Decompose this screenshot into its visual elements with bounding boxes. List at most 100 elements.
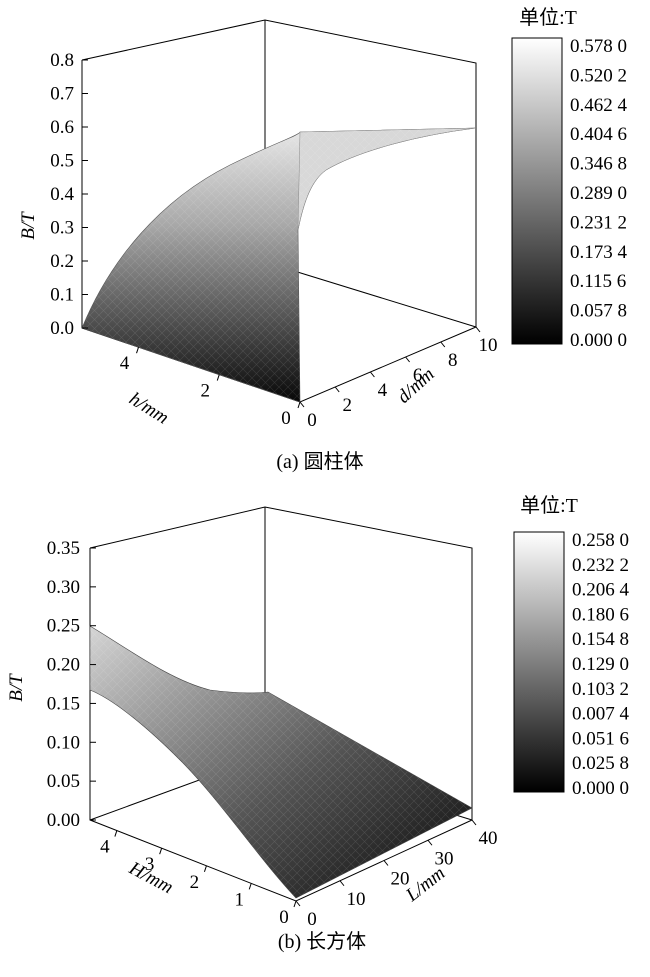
x-ticks-a: 0 2 4 (120, 347, 301, 429)
colorbar-tick-label: 0.289 0 (570, 183, 627, 204)
x-tick-mark (136, 347, 139, 354)
colorbar-tick-label: 0.404 6 (570, 124, 627, 145)
colorbar-tick-label: 0.103 2 (572, 679, 629, 700)
x-tick-mark (297, 401, 301, 409)
z-tick-label: 0.7 (50, 84, 74, 105)
colorbar-tick-label: 0.115 6 (570, 271, 626, 292)
colorbar-tick-label: 0.173 4 (570, 242, 628, 263)
y-tick-label: 40 (479, 828, 498, 849)
caption-b: (b) 长方体 (278, 930, 366, 953)
z-tick-label: 0.0 (50, 318, 74, 339)
colorbar-tick-label: 0.057 8 (570, 301, 627, 322)
z-axis-label-a: B/T (18, 211, 39, 240)
y-tick-mark (370, 371, 375, 378)
y-tick-mark (334, 386, 340, 393)
y-tick-label: 30 (435, 848, 454, 869)
x-tick-mark (114, 830, 118, 837)
colorbar-title-a: 单位:T (519, 6, 577, 29)
x-tick-label: 4 (120, 353, 130, 374)
colorbar-tick-label: 0.231 2 (570, 212, 627, 233)
y-tick-mark (440, 341, 446, 348)
x-ticks-b: 0 1 2 3 4 (100, 830, 297, 928)
z-tick-label: 0.25 (47, 616, 80, 637)
x-tick-label: 0 (281, 408, 291, 429)
colorbar-tick-label: 0.000 0 (572, 778, 629, 799)
caption-a: (a) 圆柱体 (276, 450, 363, 473)
y-tick-mark (405, 356, 410, 363)
z-tick-label: 0.30 (47, 577, 80, 598)
colorbar-tick-label: 0.206 4 (572, 580, 630, 601)
z-tick-label: 0.2 (50, 251, 74, 272)
colorbar-b: 单位:T 0.258 0 0.232 2 0.206 4 0.180 6 0.154 8… (513, 494, 630, 799)
colorbar-tick-label: 0.025 8 (572, 753, 629, 774)
y-tick-mark (475, 326, 481, 333)
y-axis-label-a: d/mm (393, 364, 438, 408)
y-tick-label: 8 (448, 350, 458, 371)
colorbar-tick-label: 0.180 6 (572, 604, 629, 625)
z-tick-label: 0.6 (50, 117, 74, 138)
x-tick-label: 1 (234, 889, 244, 910)
z-tick-label: 0.1 (50, 285, 74, 306)
x-tick-mark (248, 883, 252, 890)
z-tick-label: 0.3 (50, 218, 74, 239)
y-tick-label: 2 (342, 395, 352, 416)
x-tick-label: 0 (279, 907, 289, 928)
y-tick-mark (383, 860, 389, 866)
colorbar-tick-label: 0.346 8 (570, 154, 627, 175)
colorbar-tick-label: 0.007 4 (572, 704, 630, 725)
colorbar-tick-label: 0.258 0 (572, 530, 629, 551)
surface-a (81, 127, 477, 403)
y-tick-mark (299, 401, 305, 408)
chart-panel-a: 0.00.10.20.30.40.50.60.70.8 024 0246810 … (18, 6, 628, 473)
x-tick-mark (216, 374, 220, 381)
colorbar-tick-label: 0.232 2 (572, 555, 629, 576)
z-axis-label-b: B/T (6, 673, 27, 702)
y-tick-label: 6 (413, 365, 423, 386)
colorbar-tick-label: 0.051 6 (572, 728, 629, 749)
colorbar-tick-label: 0.129 0 (572, 654, 629, 675)
y-tick-label: 10 (347, 889, 366, 910)
colorbar-title-b: 单位:T (520, 494, 578, 517)
colorbar-tick-label: 0.578 0 (570, 36, 627, 57)
x-tick-mark (203, 865, 207, 872)
x-tick-mark (159, 848, 163, 855)
x-tick-label: 3 (145, 854, 155, 875)
z-tick-label: 0.4 (50, 184, 74, 205)
y-tick-mark (471, 819, 477, 826)
z-tick-label: 0.35 (47, 538, 80, 559)
x-axis-label-a: h/mm (125, 388, 172, 428)
y-tick-label: 10 (479, 335, 498, 356)
z-ticks-a: 0.0 0.1 0.2 0.3 0.4 0.5 0.6 0.7 0.8 (50, 50, 88, 339)
colorbar-labels-a: 0.578 0 0.520 2 0.462 4 0.404 6 0.346 8 0.289… (570, 36, 628, 351)
z-tick-label: 0.05 (47, 771, 80, 792)
y-tick-label: 20 (391, 869, 410, 890)
y-tick-label: 0 (307, 410, 317, 431)
y-tick-label: 4 (378, 380, 388, 401)
colorbar-tick-label: 0.000 0 (570, 330, 627, 351)
y-ticks-a: 0 2 4 6 8 10 (299, 326, 498, 431)
x-tick-label: 2 (201, 381, 211, 402)
colorbar-a: 单位:T 0.578 0 0.520 2 0.462 4 0.404 6 0.346 8… (511, 6, 628, 351)
y-tick-mark (427, 839, 433, 846)
z-tick-label: 0.15 (47, 693, 80, 714)
surface-b (89, 625, 473, 899)
x-tick-mark (293, 900, 297, 908)
z-tick-label: 0.5 (50, 151, 74, 172)
chart-panel-b: 0.00 0.05 0.10 0.15 0.20 0.25 0.30 0.35 0 1 2 3 4 0… (6, 494, 630, 953)
z-tick-label: 0.00 (47, 810, 80, 831)
y-ticks-b: 0 10 20 30 40 (295, 819, 498, 930)
y-tick-mark (295, 900, 301, 907)
z-tick-label: 0.8 (50, 50, 74, 71)
colorbar-tick-label: 0.154 8 (572, 629, 629, 650)
colorbar-tick-label: 0.462 4 (570, 95, 628, 116)
z-ticks-b: 0.00 0.05 0.10 0.15 0.20 0.25 0.30 0.35 (47, 538, 96, 831)
x-tick-label: 4 (100, 837, 110, 858)
z-tick-label: 0.10 (47, 732, 80, 753)
colorbar-tick-label: 0.520 2 (570, 65, 627, 86)
x-tick-label: 2 (190, 872, 200, 893)
colorbar-labels-b: 0.258 0 0.232 2 0.206 4 0.180 6 0.154 8 0.129… (572, 530, 630, 799)
y-tick-label: 0 (307, 909, 317, 930)
z-tick-label: 0.20 (47, 655, 80, 676)
y-tick-mark (339, 880, 345, 887)
